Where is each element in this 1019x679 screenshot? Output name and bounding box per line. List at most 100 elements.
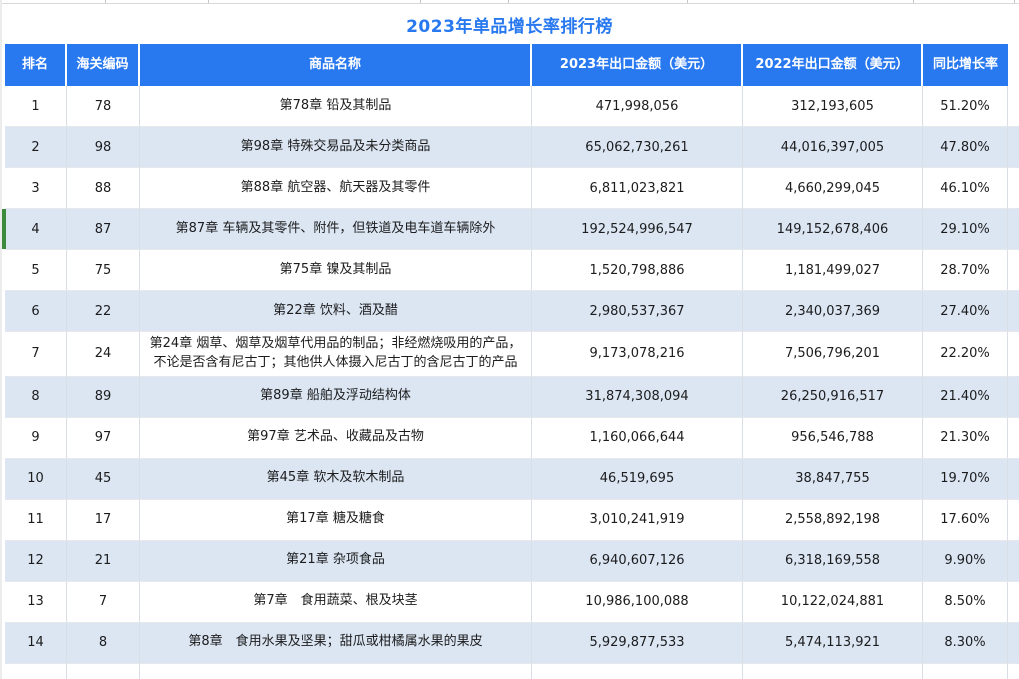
gridline-tick	[687, 0, 688, 3]
cell-rank[interactable]: 10	[5, 458, 67, 499]
cell-code[interactable]: 7	[67, 581, 140, 622]
cell-name[interactable]: 第87章 车辆及其零件、附件，但铁道及电车道车辆除外	[140, 209, 532, 249]
cell-growth[interactable]: 22.20%	[923, 332, 1008, 376]
table-row-1: 1 78 第78章 铅及其制品 471,998,056 312,193,605 51.20…	[5, 86, 1019, 127]
empty-cell	[532, 663, 743, 679]
cell-rank[interactable]: 8	[5, 376, 67, 417]
cell-growth[interactable]: 51.20%	[923, 86, 1008, 126]
cell-amount-2023[interactable]: 6,940,607,126	[532, 540, 743, 581]
cell-growth[interactable]: 8.30%	[923, 622, 1008, 663]
cell-amount-2023[interactable]: 2,980,537,367	[532, 291, 743, 331]
cell-code[interactable]: 75	[67, 250, 140, 290]
cell-amount-2022[interactable]: 2,340,037,369	[743, 291, 923, 331]
cell-amount-2022[interactable]: 149,152,678,406	[743, 209, 923, 249]
cell-rank[interactable]: 12	[5, 540, 67, 581]
cell-name[interactable]: 第7章 食用蔬菜、根及块茎	[140, 581, 532, 622]
table-row-9: 9 97 第97章 艺术品、收藏品及古物 1,160,066,644 956,546,7…	[5, 417, 1019, 459]
header-cell-code[interactable]: 海关编码	[67, 44, 140, 86]
cell-code[interactable]: 45	[67, 458, 140, 499]
cell-name[interactable]: 第78章 铅及其制品	[140, 86, 532, 126]
cell-rank[interactable]: 3	[5, 168, 67, 208]
cell-amount-2023[interactable]: 46,519,695	[532, 458, 743, 499]
cell-growth[interactable]: 28.70%	[923, 250, 1008, 290]
empty-cell	[5, 663, 67, 679]
cell-amount-2022[interactable]: 2,558,892,198	[743, 499, 923, 540]
cell-amount-2022[interactable]: 10,122,024,881	[743, 581, 923, 622]
cell-name[interactable]: 第97章 艺术品、收藏品及古物	[140, 417, 532, 458]
cell-amount-2023[interactable]: 3,010,241,919	[532, 499, 743, 540]
cell-amount-2022[interactable]: 312,193,605	[743, 86, 923, 126]
cell-amount-2022[interactable]: 4,660,299,045	[743, 168, 923, 208]
cell-name[interactable]: 第88章 航空器、航天器及其零件	[140, 168, 532, 208]
cell-rank[interactable]: 9	[5, 417, 67, 458]
cell-growth[interactable]: 9.90%	[923, 540, 1008, 581]
cell-name[interactable]: 第17章 糖及糖食	[140, 499, 532, 540]
cell-amount-2022[interactable]: 956,546,788	[743, 417, 923, 458]
cell-amount-2023[interactable]: 9,173,078,216	[532, 332, 743, 376]
cell-amount-2022[interactable]: 6,318,169,558	[743, 540, 923, 581]
cell-amount-2022[interactable]: 7,506,796,201	[743, 332, 923, 376]
cell-name[interactable]: 第89章 船舶及浮动结构体	[140, 376, 532, 417]
cell-name[interactable]: 第98章 特殊交易品及未分类商品	[140, 127, 532, 167]
cell-rank[interactable]: 2	[5, 127, 67, 167]
cell-code[interactable]: 8	[67, 622, 140, 663]
cell-growth[interactable]: 46.10%	[923, 168, 1008, 208]
cell-name[interactable]: 第22章 饮料、酒及醋	[140, 291, 532, 331]
cell-amount-2023[interactable]: 1,160,066,644	[532, 417, 743, 458]
table-row-7: 7 24 第24章 烟草、烟草及烟草代用品的制品；非经燃烧吸用的产品，不论是否含有尼…	[5, 332, 1019, 377]
header-cell-growth[interactable]: 同比增长率	[923, 44, 1008, 86]
cell-name[interactable]: 第24章 烟草、烟草及烟草代用品的制品；非经燃烧吸用的产品，不论是否含有尼古丁；…	[140, 332, 532, 376]
cell-code[interactable]: 17	[67, 499, 140, 540]
header-cell-rank[interactable]: 排名	[5, 44, 67, 86]
cell-amount-2023[interactable]: 65,062,730,261	[532, 127, 743, 167]
cell-amount-2023[interactable]: 1,520,798,886	[532, 250, 743, 290]
cell-growth[interactable]: 29.10%	[923, 209, 1008, 249]
cell-rank[interactable]: 11	[5, 499, 67, 540]
cell-amount-2022[interactable]: 26,250,916,517	[743, 376, 923, 417]
cell-code[interactable]: 89	[67, 376, 140, 417]
cell-amount-2023[interactable]: 471,998,056	[532, 86, 743, 126]
cell-code[interactable]: 88	[67, 168, 140, 208]
cell-code[interactable]: 22	[67, 291, 140, 331]
row-filler	[1008, 44, 1019, 86]
cell-code[interactable]: 24	[67, 332, 140, 376]
cell-growth[interactable]: 47.80%	[923, 127, 1008, 167]
cell-code[interactable]: 87	[67, 209, 140, 249]
cell-name[interactable]: 第8章 食用水果及坚果；甜瓜或柑橘属水果的果皮	[140, 622, 532, 663]
table-row-5: 5 75 第75章 镍及其制品 1,520,798,886 1,181,499,027 2…	[5, 250, 1019, 291]
cell-code[interactable]: 97	[67, 417, 140, 458]
cell-name[interactable]: 第21章 杂项食品	[140, 540, 532, 581]
cell-amount-2023[interactable]: 31,874,308,094	[532, 376, 743, 417]
cell-amount-2022[interactable]: 1,181,499,027	[743, 250, 923, 290]
gridline-tick	[105, 0, 106, 3]
cell-growth[interactable]: 21.30%	[923, 417, 1008, 458]
header-cell-name[interactable]: 商品名称	[140, 44, 532, 86]
table-title-cell[interactable]: 2023年单品增长率排行榜	[0, 4, 1019, 44]
cell-rank[interactable]: 4	[5, 209, 67, 249]
cell-code[interactable]: 21	[67, 540, 140, 581]
cell-rank[interactable]: 14	[5, 622, 67, 663]
header-cell-amount-2022[interactable]: 2022年出口金额（美元）	[743, 44, 923, 86]
cell-amount-2023[interactable]: 192,524,996,547	[532, 209, 743, 249]
cell-amount-2023[interactable]: 10,986,100,088	[532, 581, 743, 622]
cell-growth[interactable]: 17.60%	[923, 499, 1008, 540]
cell-amount-2022[interactable]: 44,016,397,005	[743, 127, 923, 167]
cell-amount-2022[interactable]: 38,847,755	[743, 458, 923, 499]
cell-amount-2022[interactable]: 5,474,113,921	[743, 622, 923, 663]
cell-name[interactable]: 第45章 软木及软木制品	[140, 458, 532, 499]
cell-growth[interactable]: 19.70%	[923, 458, 1008, 499]
cell-name[interactable]: 第75章 镍及其制品	[140, 250, 532, 290]
cell-growth[interactable]: 21.40%	[923, 376, 1008, 417]
cell-rank[interactable]: 13	[5, 581, 67, 622]
cell-amount-2023[interactable]: 5,929,877,533	[532, 622, 743, 663]
header-cell-amount-2023[interactable]: 2023年出口金额（美元）	[532, 44, 743, 86]
cell-amount-2023[interactable]: 6,811,023,821	[532, 168, 743, 208]
cell-growth[interactable]: 27.40%	[923, 291, 1008, 331]
cell-rank[interactable]: 7	[5, 332, 67, 376]
cell-rank[interactable]: 6	[5, 291, 67, 331]
cell-rank[interactable]: 5	[5, 250, 67, 290]
cell-code[interactable]: 98	[67, 127, 140, 167]
cell-rank[interactable]: 1	[5, 86, 67, 126]
cell-growth[interactable]: 8.50%	[923, 581, 1008, 622]
cell-code[interactable]: 78	[67, 86, 140, 126]
